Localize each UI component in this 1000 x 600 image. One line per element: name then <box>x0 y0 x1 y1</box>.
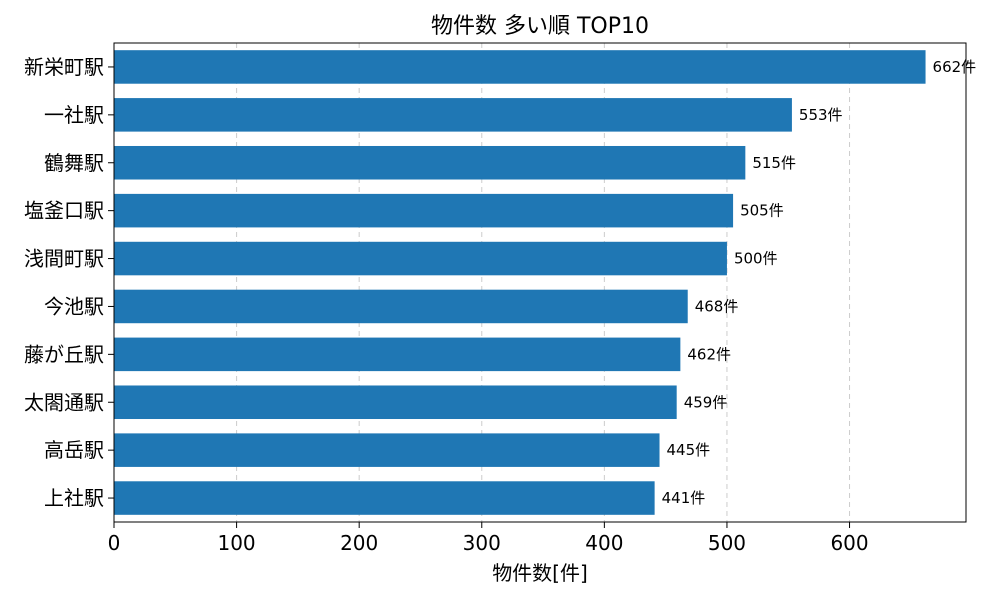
data-label-9: 441件 <box>662 489 706 507</box>
x-axis-label: 物件数[件] <box>492 561 588 585</box>
data-label-0: 662件 <box>933 58 977 76</box>
data-label-2: 515件 <box>752 154 796 172</box>
bar-6 <box>114 337 681 372</box>
bar-3 <box>114 193 734 228</box>
x-tick-label-1: 100 <box>217 531 255 555</box>
y-category-label-2: 鶴舞駅 <box>44 151 104 175</box>
x-tick-label-0: 0 <box>108 531 121 555</box>
y-category-label-6: 藤が丘駅 <box>24 342 104 366</box>
bar-7 <box>114 385 677 420</box>
data-label-6: 462件 <box>687 345 731 363</box>
y-category-label-9: 上社駅 <box>44 486 104 510</box>
y-category-label-5: 今池駅 <box>44 294 104 318</box>
x-tick-label-6: 600 <box>830 531 868 555</box>
bar-2 <box>114 145 746 180</box>
data-label-1: 553件 <box>799 106 843 124</box>
x-tick-label-5: 500 <box>708 531 746 555</box>
bar-4 <box>114 241 727 276</box>
y-category-label-8: 高岳駅 <box>44 438 104 462</box>
chart-title: 物件数 多い順 TOP10 <box>431 14 649 39</box>
y-category-label-7: 太閤通駅 <box>24 390 104 414</box>
data-label-4: 500件 <box>734 250 778 268</box>
y-category-label-0: 新栄町駅 <box>24 55 104 79</box>
bars <box>114 50 926 515</box>
y-category-label-3: 塩釜口駅 <box>24 199 104 223</box>
data-label-5: 468件 <box>695 297 739 315</box>
x-tick-label-4: 400 <box>585 531 623 555</box>
x-tick-label-2: 200 <box>340 531 378 555</box>
bar-9 <box>114 481 655 515</box>
x-axis-ticks: 0 100 200 300 400 500 600 <box>108 522 869 555</box>
y-category-label-4: 浅間町駅 <box>24 247 104 271</box>
bar-1 <box>114 98 792 132</box>
bar-5 <box>114 289 688 324</box>
data-label-7: 459件 <box>684 393 728 411</box>
data-labels: 662件 553件 515件 505件 500件 468件 462件 459件 445件 441件 <box>662 58 977 507</box>
plot-frame <box>113 42 967 523</box>
data-label-8: 445件 <box>667 441 711 459</box>
bar-0 <box>114 50 926 84</box>
data-label-3: 505件 <box>740 202 784 220</box>
y-category-label-1: 一社駅 <box>44 103 104 127</box>
bar-8 <box>114 433 660 467</box>
x-tick-label-3: 300 <box>463 531 501 555</box>
